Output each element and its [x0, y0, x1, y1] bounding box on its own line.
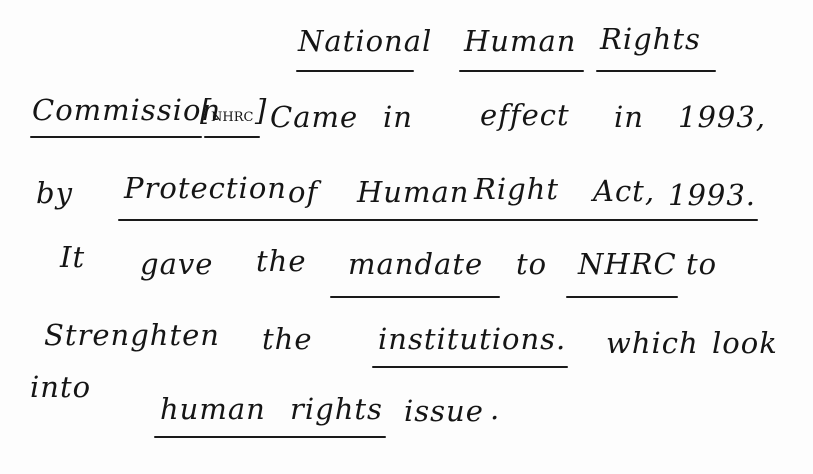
- word-1993-b: 1993.: [668, 178, 757, 212]
- abbr-nhrc: NHRC: [211, 110, 254, 125]
- word-look: look: [712, 326, 778, 360]
- word-right: Right: [474, 172, 560, 206]
- word-to-1: to: [516, 247, 548, 281]
- underline-rights: [596, 70, 716, 72]
- word-protection: Protection: [124, 171, 287, 205]
- bracket-left: [: [200, 93, 213, 127]
- underline-protection-act: [118, 219, 758, 221]
- word-human-3: human: [160, 392, 266, 426]
- word-institutions: institutions.: [378, 322, 567, 356]
- word-period: .: [490, 392, 501, 426]
- word-which: which: [606, 326, 699, 360]
- underline-institutions: [372, 366, 568, 368]
- word-human-2: Human: [357, 175, 470, 209]
- word-gave: gave: [140, 247, 214, 281]
- underline-nhrc-2: [566, 296, 678, 298]
- word-by: by: [36, 176, 73, 210]
- word-into: into: [30, 370, 92, 404]
- word-nhrc: NHRC: [578, 247, 677, 281]
- word-the-1: the: [256, 244, 307, 278]
- underline-commission: [30, 136, 202, 138]
- underline-mandate: [330, 296, 500, 298]
- word-of: of: [288, 175, 319, 209]
- word-issue: issue: [404, 394, 484, 428]
- title-word-human: Human: [464, 24, 577, 58]
- word-the-2: the: [262, 322, 313, 356]
- word-in-2: in: [614, 100, 644, 134]
- bracket-right: ]: [255, 93, 268, 127]
- underline-nhrc: [204, 136, 260, 138]
- word-to-2: to: [686, 247, 718, 281]
- title-word-rights: Rights: [600, 22, 701, 56]
- underline-national: [296, 70, 414, 72]
- word-it: It: [60, 240, 86, 274]
- word-in-1: in: [383, 100, 413, 134]
- underline-human: [459, 70, 584, 72]
- word-effect: effect: [480, 98, 570, 132]
- word-act: Act,: [593, 174, 656, 208]
- word-commission: Commission: [32, 93, 222, 127]
- word-rights: rights: [290, 392, 383, 426]
- word-strenghten: Strenghten: [44, 318, 220, 352]
- word-came: Came: [270, 100, 359, 134]
- word-1993-a: 1993,: [678, 100, 767, 134]
- underline-human-rights: [154, 436, 386, 438]
- title-word-national: National: [298, 24, 433, 58]
- word-mandate: mandate: [348, 247, 484, 281]
